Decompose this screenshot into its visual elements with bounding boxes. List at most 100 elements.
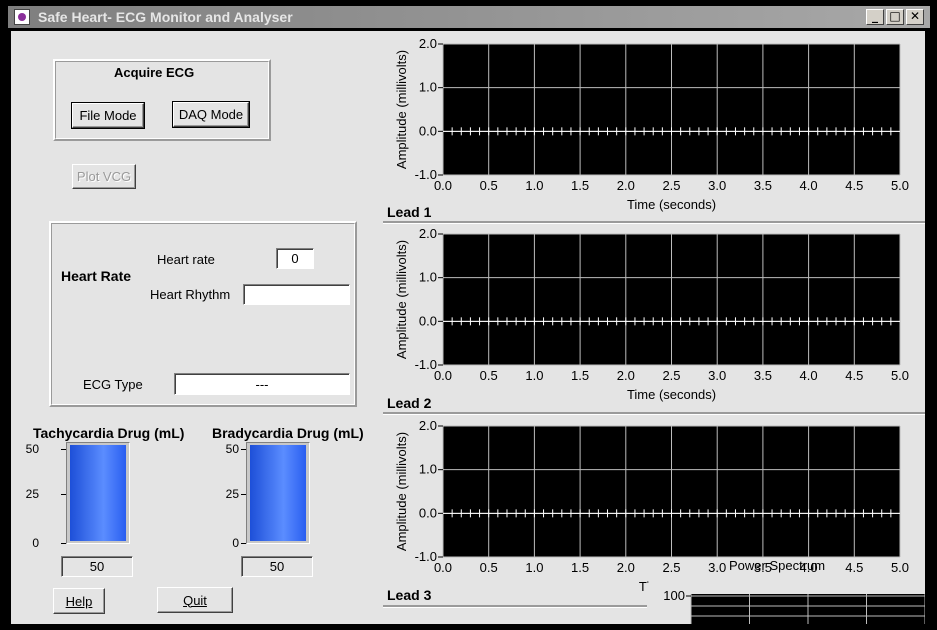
heart-rate-label: Heart rate bbox=[157, 252, 215, 267]
tachy-tick-mid: 25 bbox=[25, 487, 39, 501]
ecg-type-field: --- bbox=[174, 373, 350, 395]
acquire-ecg-group bbox=[53, 59, 271, 141]
lead1-chart: 0.0 0.5 1.0 1.5 2.0 2.5 3.0 3.5 4.0 4.5 5.0 2.0 1.0 0… bbox=[394, 36, 909, 212]
heart-rate-group bbox=[49, 221, 357, 407]
lead3-y-tick-label: 1.0 bbox=[419, 462, 437, 477]
lead3-x-tick-label: 0.5 bbox=[480, 560, 498, 575]
plot-vcg-button[interactable]: Plot VCG bbox=[72, 164, 136, 189]
lead1-x-tick-label: 0.0 bbox=[434, 178, 452, 193]
lead2-x-tick-label: 3.5 bbox=[754, 368, 772, 383]
lead3-x-tick-label: 1.5 bbox=[571, 560, 589, 575]
lead3-y-tick-label: 0.0 bbox=[419, 505, 437, 520]
lead1-x-tick-label: 3.5 bbox=[754, 178, 772, 193]
lead2-x-tick-label: 0.5 bbox=[480, 368, 498, 383]
lead2-chart: 0.0 0.5 1.0 1.5 2.0 2.5 3.0 3.5 4.0 4.5 5.0 2.0 1.0 0… bbox=[394, 226, 909, 402]
ecg-plots: 0.0 0.5 1.0 1.5 2.0 2.5 3.0 3.5 4.0 4.5 5.0 2.0 1.0 0… bbox=[394, 36, 909, 594]
app-icon[interactable] bbox=[14, 9, 30, 25]
heart-rate-section-title: Heart Rate bbox=[61, 268, 132, 284]
lead2-y-tick-label: -1.0 bbox=[415, 357, 437, 372]
power-spectrum-plot: Power Spectrum 100 bbox=[663, 558, 925, 624]
lead1-x-tick-label: 4.5 bbox=[845, 178, 863, 193]
bradycardia-value: 50 bbox=[241, 556, 313, 577]
lead3-chart: 0.0 0.5 1.0 1.5 2.0 2.5 3.0 3.5 4.0 4.5 5.0 2.0 1.0 0… bbox=[394, 418, 909, 594]
heart-rate-value: 0 bbox=[276, 248, 314, 269]
client-area: Acquire ECG File Mode DAQ Mode Plot VCG … bbox=[11, 31, 925, 624]
tachy-tick-top: 50 bbox=[25, 442, 39, 456]
lead1-x-tick-label: 2.5 bbox=[662, 178, 680, 193]
title-bar[interactable]: Safe Heart- ECG Monitor and Analyser _ □… bbox=[8, 6, 930, 28]
bradycardia-tank bbox=[246, 442, 310, 544]
lead2-x-tick-label: 5.0 bbox=[891, 368, 909, 383]
lead2-x-tick-label: 2.5 bbox=[662, 368, 680, 383]
power-spectrum-title: Power Spectrum bbox=[729, 558, 825, 573]
lead1-label: Lead 1 bbox=[387, 204, 432, 220]
acquire-ecg-title: Acquire ECG bbox=[114, 65, 195, 80]
file-mode-label: File Mode bbox=[79, 108, 137, 123]
lead1-x-tick-label: 1.0 bbox=[525, 178, 543, 193]
tachycardia-title: Tachycardia Drug (mL) bbox=[33, 425, 185, 441]
lead2-x-tick-label: 0.0 bbox=[434, 368, 452, 383]
lead2-y-tick-label: 1.0 bbox=[419, 270, 437, 285]
lead3-x-tick-label: 4.0 bbox=[800, 560, 818, 575]
lead2-x-tick-label: 1.0 bbox=[525, 368, 543, 383]
lead2-y-tick-label: 0.0 bbox=[419, 313, 437, 328]
lead1-x-axis-label: Time (seconds) bbox=[627, 197, 716, 212]
lead1-x-tick-label: 3.0 bbox=[708, 178, 726, 193]
lead1-x-tick-label: 0.5 bbox=[480, 178, 498, 193]
lead2-x-tick-label: 3.0 bbox=[708, 368, 726, 383]
lead3-x-tick-label: 2.5 bbox=[662, 560, 680, 575]
lead3-y-axis-label: Amplitude (millivolts) bbox=[394, 432, 409, 551]
help-button[interactable]: Help bbox=[53, 588, 105, 614]
lead2-x-tick-label: 4.0 bbox=[800, 368, 818, 383]
help-label: Help bbox=[65, 593, 93, 609]
lead2-y-tick-label: 2.0 bbox=[419, 226, 437, 241]
tachycardia-value: 50 bbox=[61, 556, 133, 577]
lead3-x-tick-label: 3.0 bbox=[708, 560, 726, 575]
heart-rhythm-label: Heart Rhythm bbox=[150, 287, 231, 302]
minimize-button[interactable]: _ bbox=[866, 9, 884, 25]
file-mode-button[interactable]: File Mode bbox=[71, 102, 145, 129]
brady-tick-bottom: 0 bbox=[232, 536, 239, 550]
tachy-tick-bottom: 0 bbox=[32, 536, 39, 550]
heart-rhythm-field bbox=[243, 284, 350, 305]
lead1-y-tick-label: 0.0 bbox=[419, 123, 437, 138]
maximize-button[interactable]: □ bbox=[886, 9, 904, 25]
tachycardia-tank bbox=[66, 442, 130, 544]
quit-button[interactable]: Quit bbox=[157, 587, 233, 613]
lead2-x-tick-label: 1.5 bbox=[571, 368, 589, 383]
lead3-label: Lead 3 bbox=[387, 587, 432, 603]
lead1-y-axis-label: Amplitude (millivolts) bbox=[394, 50, 409, 169]
lead1-x-tick-label: 1.5 bbox=[571, 178, 589, 193]
lead1-x-tick-label: 2.0 bbox=[617, 178, 635, 193]
close-button[interactable]: ✕ bbox=[906, 9, 924, 25]
bradycardia-tank-fill bbox=[250, 445, 306, 541]
lead1-y-tick-label: -1.0 bbox=[415, 167, 437, 182]
lead3-x-tick-label: 2.0 bbox=[617, 560, 635, 575]
lead3-y-tick-label: 2.0 bbox=[419, 418, 437, 433]
brady-tick-mid: 25 bbox=[225, 487, 239, 501]
lead3-y-tick-label: -1.0 bbox=[415, 549, 437, 564]
lead1-x-tick-label: 5.0 bbox=[891, 178, 909, 193]
lead1-y-tick-label: 2.0 bbox=[419, 36, 437, 51]
window-title: Safe Heart- ECG Monitor and Analyser bbox=[38, 9, 293, 25]
plot-vcg-label: Plot VCG bbox=[76, 169, 132, 184]
lead3-x-tick-label: 0.0 bbox=[434, 560, 452, 575]
lead2-y-axis-label: Amplitude (millivolts) bbox=[394, 240, 409, 359]
lead1-y-tick-label: 1.0 bbox=[419, 80, 437, 95]
lead3-x-tick-label: 3.5 bbox=[754, 560, 772, 575]
lead2-label: Lead 2 bbox=[387, 395, 432, 411]
daq-mode-label: DAQ Mode bbox=[178, 107, 244, 122]
ecg-type-label: ECG Type bbox=[83, 377, 143, 392]
brady-tick-top: 50 bbox=[225, 442, 239, 456]
lead1-x-tick-label: 4.0 bbox=[800, 178, 818, 193]
lead2-x-tick-label: 4.5 bbox=[845, 368, 863, 383]
bradycardia-title: Bradycardia Drug (mL) bbox=[212, 425, 364, 441]
power-spectrum-y-tick-label: 100 bbox=[663, 588, 685, 603]
lead3-x-tick-label: 5.0 bbox=[891, 560, 909, 575]
daq-mode-button[interactable]: DAQ Mode bbox=[172, 101, 250, 128]
lead2-x-tick-label: 2.0 bbox=[617, 368, 635, 383]
lead3-x-tick-label: 4.5 bbox=[845, 560, 863, 575]
lead2-x-axis-label: Time (seconds) bbox=[627, 387, 716, 402]
tachycardia-tank-fill bbox=[70, 445, 126, 541]
